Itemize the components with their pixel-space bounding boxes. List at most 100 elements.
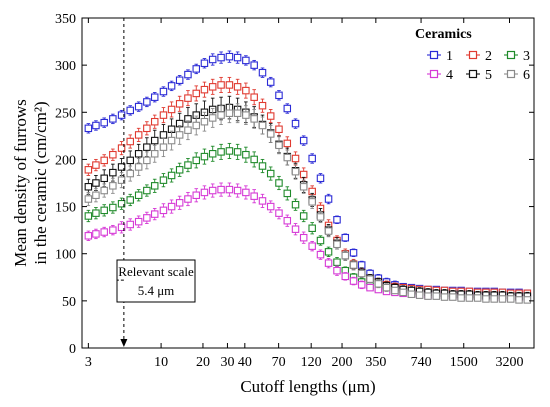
data-point xyxy=(283,104,292,113)
data-point xyxy=(117,111,126,119)
data-point xyxy=(100,156,108,165)
legend-label: 6 xyxy=(523,68,530,83)
data-point xyxy=(440,293,449,301)
data-point xyxy=(208,55,217,64)
data-point xyxy=(275,179,283,187)
data-point xyxy=(150,136,159,145)
data-point xyxy=(217,53,225,62)
data-point xyxy=(424,292,432,300)
relevant-scale-label: Relevant scale xyxy=(118,264,194,279)
legend-marker xyxy=(429,69,439,79)
data-point xyxy=(349,249,358,257)
data-series-layer xyxy=(84,50,532,304)
legend-marker xyxy=(506,50,516,60)
data-point xyxy=(109,150,117,159)
x-tick-label: 1500 xyxy=(450,355,478,370)
x-tick-label: 200 xyxy=(332,355,353,370)
data-point xyxy=(324,195,333,203)
data-point xyxy=(126,220,134,229)
data-point xyxy=(134,102,143,111)
data-point xyxy=(92,209,100,217)
data-point xyxy=(200,117,209,126)
data-point xyxy=(291,225,300,233)
relevant-scale-annotation: Relevant scale 5.4 μm xyxy=(116,18,196,347)
y-tick-label: 150 xyxy=(55,201,76,216)
data-point xyxy=(84,166,93,174)
legend-label: 3 xyxy=(523,49,530,64)
data-point xyxy=(143,143,151,151)
data-point xyxy=(92,121,100,130)
data-point xyxy=(109,168,117,177)
legend-entry-1: 1 xyxy=(427,49,453,64)
data-point xyxy=(275,209,283,217)
data-point xyxy=(92,191,100,200)
legend-marker xyxy=(429,50,439,60)
data-point xyxy=(117,144,126,152)
data-point xyxy=(266,169,275,178)
y-tick-label: 0 xyxy=(69,342,76,357)
data-point xyxy=(333,216,341,224)
data-point xyxy=(208,150,217,158)
data-point xyxy=(184,70,192,79)
data-point xyxy=(143,98,151,106)
data-point xyxy=(117,176,126,184)
data-point xyxy=(167,82,176,90)
y-tick-label: 200 xyxy=(55,153,76,168)
data-point xyxy=(192,89,201,98)
data-point xyxy=(217,81,225,89)
data-point xyxy=(134,131,143,139)
data-point xyxy=(150,210,159,218)
data-point xyxy=(349,261,358,269)
data-point xyxy=(184,195,192,203)
data-point xyxy=(490,295,498,303)
data-point xyxy=(432,292,441,300)
data-point xyxy=(217,148,225,156)
legend-label: 1 xyxy=(446,49,453,64)
legend-entry-6: 6 xyxy=(504,68,530,83)
data-point xyxy=(275,125,283,134)
data-point xyxy=(192,156,201,165)
data-point xyxy=(84,232,93,240)
data-point xyxy=(308,198,316,206)
data-point xyxy=(283,139,292,148)
legend-label: 4 xyxy=(446,68,453,83)
data-point xyxy=(159,143,168,151)
data-point xyxy=(84,195,93,203)
data-point xyxy=(258,101,267,110)
data-point xyxy=(457,294,465,302)
legend-title: Ceramics xyxy=(415,27,472,42)
data-point xyxy=(258,197,267,205)
series-6 xyxy=(84,103,532,304)
data-point xyxy=(134,163,143,171)
data-point xyxy=(316,236,325,245)
data-point xyxy=(92,230,100,238)
data-point xyxy=(192,191,201,200)
data-point xyxy=(134,217,143,226)
legend-entry-4: 4 xyxy=(427,68,453,83)
data-point xyxy=(143,214,151,222)
data-point xyxy=(208,114,217,122)
data-point xyxy=(159,131,168,139)
data-point xyxy=(167,171,176,180)
data-point xyxy=(200,152,209,161)
data-point xyxy=(299,212,308,220)
x-tick-label: 350 xyxy=(365,355,386,370)
data-point xyxy=(374,280,383,288)
legend-label: 5 xyxy=(485,68,492,83)
data-point xyxy=(333,240,341,249)
data-point xyxy=(159,111,168,119)
data-point xyxy=(349,277,358,285)
data-point xyxy=(109,226,117,234)
data-point xyxy=(415,291,424,299)
data-point xyxy=(184,161,192,169)
data-point xyxy=(225,81,234,89)
relevant-scale-value: 5.4 μm xyxy=(138,283,175,298)
data-point xyxy=(150,150,159,158)
data-point xyxy=(258,68,267,77)
legend-marker xyxy=(468,69,478,79)
data-point xyxy=(200,59,209,68)
y-axis-label-line-2: in the ceramic (cm/cm²) xyxy=(31,101,50,264)
data-point xyxy=(291,200,300,209)
data-point xyxy=(407,290,416,299)
data-point xyxy=(308,154,316,163)
